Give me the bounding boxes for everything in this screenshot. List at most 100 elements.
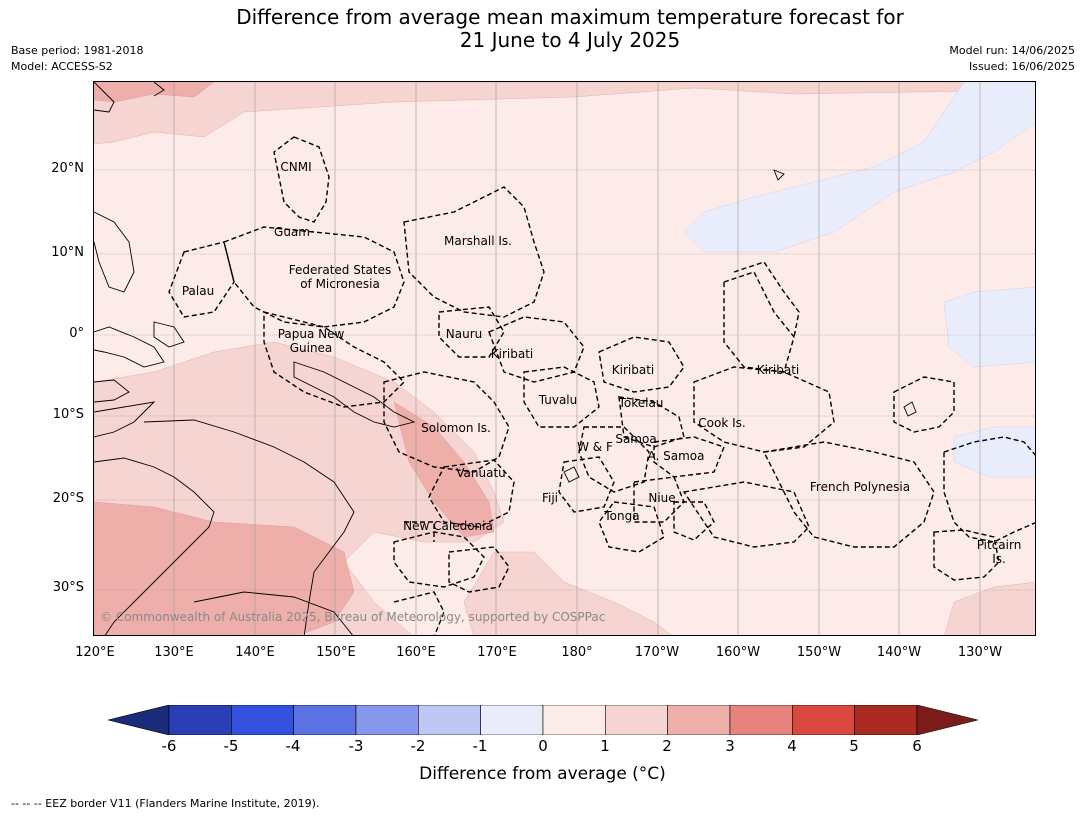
- lon-label-180: 180°: [561, 645, 593, 660]
- region-label-palau: Palau: [181, 284, 215, 298]
- lon-label-160e: 160°E: [396, 645, 436, 660]
- colorbar-bin: [791, 705, 855, 735]
- copyright-notice: © Commonwealth of Australia 2025, Bureau…: [100, 610, 606, 624]
- base-period: Base period: 1981-2018: [11, 44, 144, 57]
- colorbar-tick: 5: [849, 737, 859, 755]
- fsm-line-2: of Micronesia: [300, 277, 380, 291]
- anomaly-zone-2-3: [94, 501, 355, 635]
- coastlines: [94, 82, 917, 635]
- issued-date: Issued: 16/06/2025: [968, 60, 1075, 73]
- colorbar-bin: [729, 705, 793, 735]
- colorbar-bin: [480, 705, 544, 735]
- colorbar: [108, 705, 978, 735]
- region-label-marshall-islands: Marshall Is.: [444, 234, 512, 248]
- lat-label-20n: 20°N: [51, 161, 84, 176]
- colorbar-tick: -1: [472, 737, 488, 755]
- lat-label-10n: 10°N: [51, 245, 84, 260]
- region-label-tokelau: Tokelau: [618, 396, 664, 410]
- region-label-pitcairn-islands: Pitcairn Is.: [977, 538, 1022, 566]
- colorbar-label: Difference from average (°C): [419, 764, 666, 784]
- lon-label-130w: 130°W: [957, 645, 1003, 660]
- region-label-american-samoa: A. Samoa: [647, 449, 705, 463]
- region-label-kiribati-east: Kiribati: [756, 363, 800, 377]
- colorbar-bin: [854, 705, 918, 735]
- model-name: Model: ACCESS-S2: [11, 60, 113, 73]
- fsm-line-1: Federated States: [288, 263, 392, 277]
- colorbar-bin: [605, 705, 668, 735]
- meta-left: Base period: 1981-2018 Model: ACCESS-S2: [11, 43, 143, 75]
- pitcairn-line-1: Pitcairn: [976, 538, 1022, 552]
- colorbar-extend-low: [108, 705, 170, 735]
- region-label-kiribati-central: Kiribati: [611, 363, 655, 377]
- lat-label-0: 0°: [69, 326, 84, 341]
- region-label-solomon-islands: Solomon Is.: [421, 421, 491, 435]
- colorbar-bin: [355, 705, 419, 735]
- map-panel: CNMI Guam Marshall Is. Federated States …: [93, 81, 1036, 636]
- map-canvas: [94, 82, 1035, 635]
- colorbar-tick: 6: [912, 737, 922, 755]
- region-label-guam: Guam: [274, 225, 310, 239]
- region-label-fiji: Fiji: [541, 491, 559, 505]
- region-label-niue: Niue: [648, 491, 676, 505]
- colorbar-bin: [231, 705, 294, 735]
- lon-label-170w: 170°W: [634, 645, 680, 660]
- colorbar-bin: [542, 705, 606, 735]
- region-label-wallis-futuna: W & F: [577, 440, 613, 454]
- anomaly-zone-1-2: [463, 551, 672, 635]
- region-label-french-polynesia: French Polynesia: [809, 480, 911, 494]
- colorbar-tick: -3: [348, 737, 364, 755]
- lon-label-120e: 120°E: [75, 645, 115, 660]
- lat-label-20s: 20°S: [52, 491, 84, 506]
- region-label-micronesia: Federated States of Micronesia: [289, 263, 391, 291]
- colorbar-tick: 4: [787, 737, 797, 755]
- region-label-nauru: Nauru: [445, 327, 483, 341]
- lon-label-130e: 130°E: [154, 645, 194, 660]
- colorbar-extend-high: [916, 705, 978, 735]
- title-line-1: Difference from average mean maximum tem…: [236, 5, 904, 29]
- lat-label-10s: 10°S: [52, 407, 84, 422]
- lon-label-140w: 140°W: [876, 645, 922, 660]
- colorbar-tick: 1: [600, 737, 610, 755]
- anomaly-zone-neg1-0: [953, 426, 1035, 478]
- anomaly-zone-neg1-0: [683, 82, 1035, 253]
- pitcairn-line-2: Is.: [992, 552, 1006, 566]
- eez-footnote: -- -- -- EEZ border V11 (Flanders Marine…: [11, 797, 320, 810]
- region-label-samoa: Samoa: [615, 432, 657, 446]
- eez-borders: [168, 136, 1035, 635]
- lon-label-140e: 140°E: [235, 645, 275, 660]
- colorbar-tick: 2: [662, 737, 672, 755]
- region-label-tuvalu: Tuvalu: [538, 393, 578, 407]
- colorbar-tick: -5: [223, 737, 239, 755]
- anomaly-zone-1-2: [944, 582, 1035, 635]
- anomaly-zone-2-3: [94, 82, 215, 103]
- region-label-cook-islands: Cook Is.: [698, 416, 746, 430]
- colorbar-bin: [667, 705, 731, 735]
- region-label-kiribati-west: Kiribati: [490, 347, 534, 361]
- lon-label-160w: 160°W: [715, 645, 761, 660]
- colorbar-bin: [168, 705, 232, 735]
- anomaly-zone-neg1-0: [943, 286, 1035, 368]
- png-line-2: Guinea: [289, 341, 333, 355]
- region-label-new-caledonia: New Caledonia: [403, 519, 493, 533]
- meta-right: Model run: 14/06/2025 Issued: 16/06/2025: [949, 43, 1075, 75]
- colorbar-tick: 0: [538, 737, 548, 755]
- colorbar-tick: -2: [410, 737, 426, 755]
- colorbar-bin: [418, 705, 481, 735]
- colorbar-tick: -4: [285, 737, 301, 755]
- colorbar-tick: -6: [161, 737, 177, 755]
- lon-label-170e: 170°E: [477, 645, 517, 660]
- region-label-vanuatu: Vanuatu: [456, 466, 506, 480]
- lon-label-150w: 150°W: [796, 645, 842, 660]
- anomaly-zone-2-3: [393, 401, 495, 538]
- colorbar-tick: 3: [725, 737, 735, 755]
- png-line-1: Papua New: [277, 327, 345, 341]
- anomaly-zone-1-2: [94, 82, 1035, 145]
- region-label-cnmi: CNMI: [280, 160, 312, 174]
- lat-label-30s: 30°S: [52, 580, 84, 595]
- model-run: Model run: 14/06/2025: [949, 44, 1075, 57]
- map-title: Difference from average mean maximum tem…: [170, 6, 970, 52]
- lon-label-150e: 150°E: [316, 645, 356, 660]
- region-label-papua-new-guinea: Papua New Guinea: [278, 327, 345, 355]
- region-label-tonga: Tonga: [604, 509, 640, 523]
- colorbar-bin: [293, 705, 357, 735]
